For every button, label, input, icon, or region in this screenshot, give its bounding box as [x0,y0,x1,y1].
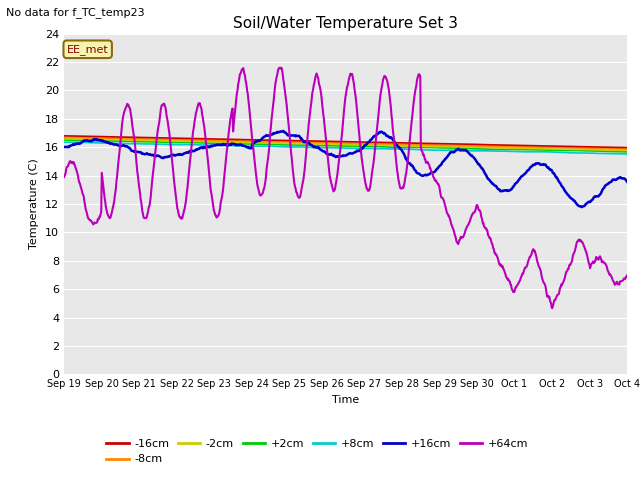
Title: Soil/Water Temperature Set 3: Soil/Water Temperature Set 3 [233,16,458,31]
Text: No data for f_TC_temp23: No data for f_TC_temp23 [6,7,145,18]
Text: EE_met: EE_met [67,44,109,55]
Y-axis label: Temperature (C): Temperature (C) [29,158,39,250]
Legend: -16cm, -8cm, -2cm, +2cm, +8cm, +16cm, +64cm: -16cm, -8cm, -2cm, +2cm, +8cm, +16cm, +6… [102,434,533,469]
X-axis label: Time: Time [332,395,359,405]
